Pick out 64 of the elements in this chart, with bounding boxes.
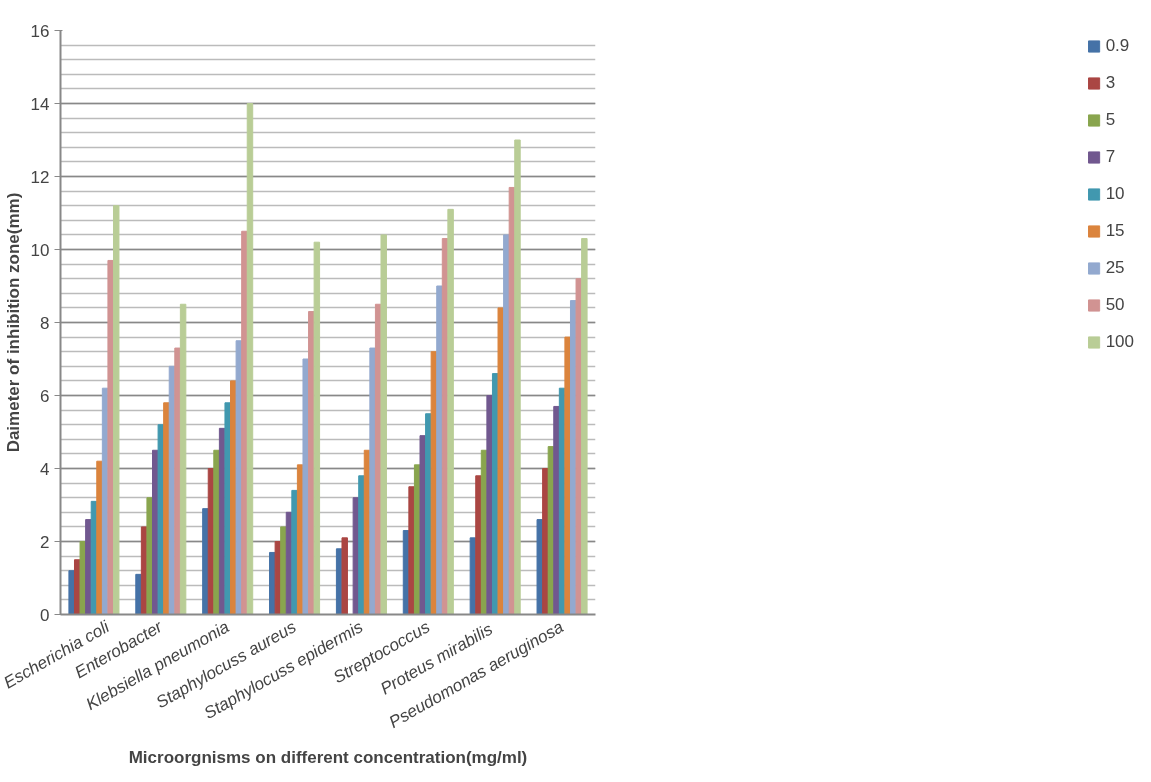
bar: [224, 402, 231, 615]
bar: [497, 307, 504, 615]
bar: [581, 238, 588, 615]
bar: [380, 234, 387, 615]
bar: [68, 570, 75, 615]
bar: [163, 402, 170, 615]
bar: [302, 358, 309, 615]
bar: [475, 475, 482, 615]
y-tick-label: 10: [30, 240, 50, 260]
bar: [575, 278, 583, 615]
bar: [436, 285, 443, 615]
bar: [425, 413, 432, 615]
y-tick-label: 2: [40, 532, 50, 552]
bar: [174, 347, 181, 615]
bar: [447, 208, 454, 615]
bar: [157, 424, 165, 615]
y-tick-label: 16: [30, 21, 50, 41]
bar: [107, 259, 114, 615]
bar: [486, 395, 493, 615]
bar: [313, 241, 321, 615]
bar: [235, 340, 243, 615]
bar: [358, 475, 365, 615]
bar: [85, 519, 92, 615]
bar: [369, 347, 376, 615]
x-axis-title: Microorgnisms on different concentration(mg/ml): [128, 748, 528, 768]
bar: [96, 460, 103, 615]
legend-label: 15: [1105, 221, 1126, 241]
bar: [241, 230, 248, 615]
y-tick-label: 0: [40, 605, 50, 625]
bar: [79, 541, 87, 615]
legend-label: 7: [1105, 147, 1117, 167]
y-tick-label: 8: [40, 313, 50, 333]
bar: [291, 489, 298, 615]
legend-label: 50: [1105, 295, 1126, 315]
y-tick-label: 4: [40, 459, 50, 479]
bar: [514, 139, 521, 615]
bar: [246, 103, 254, 615]
bar: [135, 573, 142, 615]
legend-label: 0.9: [1105, 36, 1130, 56]
bar: [536, 519, 543, 615]
bar: [146, 497, 153, 615]
bar: [503, 234, 510, 615]
bar: [202, 508, 209, 615]
y-tick-label: 6: [40, 386, 50, 406]
bar: [113, 205, 120, 615]
bar: [280, 526, 287, 615]
y-tick-label: 14: [30, 94, 50, 114]
bar: [341, 537, 348, 615]
legend-label: 25: [1105, 258, 1126, 278]
legend-label: 10: [1105, 184, 1126, 204]
legend-label: 3: [1105, 73, 1117, 93]
bar: [179, 303, 187, 615]
bar: [213, 449, 220, 615]
legend-label: 100: [1105, 332, 1134, 352]
legend-label: 5: [1105, 110, 1117, 130]
bar: [564, 336, 571, 615]
y-tick-label: 12: [30, 167, 50, 187]
bar: [542, 468, 549, 615]
bar: [352, 497, 360, 615]
y-axis-title: Daimeter of inhibition zone(mm): [3, 192, 23, 453]
bar: [553, 405, 560, 615]
bar: [274, 541, 282, 615]
bar: [408, 486, 415, 615]
bar: [419, 435, 426, 615]
